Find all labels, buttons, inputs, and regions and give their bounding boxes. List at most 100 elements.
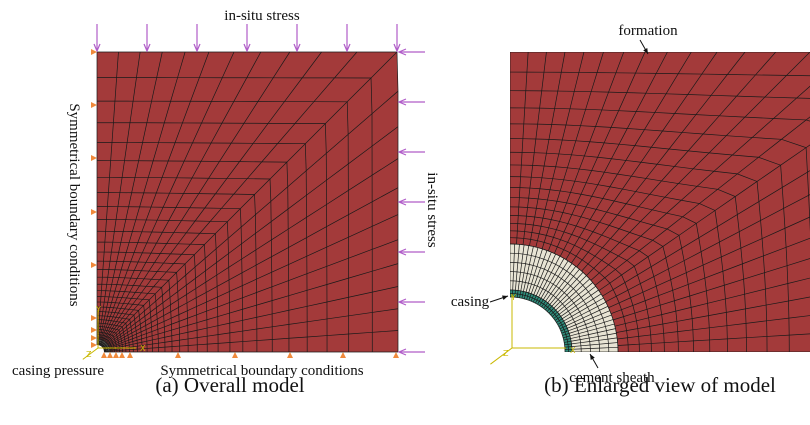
mesh-line [571,337,618,345]
mesh-line [96,206,244,353]
mesh-line [555,278,590,311]
mesh-line [96,219,231,353]
mesh-line [515,244,520,291]
mesh-line [571,346,618,350]
mesh-line [510,230,640,352]
mesh-line [96,340,109,353]
mesh-line [96,142,308,353]
left-label: Symmetrical boundary conditions [66,103,82,306]
mesh-line [510,243,619,352]
mesh-line [510,206,679,352]
leader-head [590,354,595,360]
mesh-line [98,339,101,346]
mesh-line [100,340,104,347]
arrow-head [343,43,351,53]
axis-label: Y [510,293,516,302]
mesh-line [564,301,606,324]
mesh-line [523,246,534,292]
mesh-line [510,215,665,352]
bc-marker [91,49,97,55]
mesh-line [103,348,110,351]
mesh-line [558,285,596,315]
bottom-label: Symmetrical boundary conditions [160,363,363,379]
mesh-line [528,248,543,293]
mesh-line [99,340,103,346]
panel-a-mesh [96,51,399,353]
mesh-line [510,90,810,99]
mesh-line [553,275,587,309]
mesh-line [543,260,569,300]
axis-label: Y [95,305,101,314]
bc-marker [113,352,119,358]
mesh-line [100,341,106,347]
mesh-line [510,71,810,77]
arrow-head [397,248,407,256]
bc-marker [175,352,181,358]
mesh-line [510,293,569,352]
mesh-line [96,315,134,353]
caption: (b) Enlarged view of model [544,373,776,397]
bc-marker [287,352,293,358]
mesh-line [96,122,328,353]
mesh-line [566,306,609,327]
mesh-line [533,252,552,295]
mesh-line [99,339,102,346]
axis-label: Z [86,350,92,359]
mesh-line [571,342,618,347]
arrow-head [193,43,201,53]
mesh-line [545,263,573,302]
mesh-line [101,341,106,347]
arrow-head [397,48,407,56]
casing-pressure-label: casing pressure [12,363,104,379]
arrow-head [93,43,101,53]
bc-marker [91,342,97,348]
mesh-line [563,297,604,322]
bc-marker [101,352,107,358]
mesh-line [103,349,110,352]
mesh-line [510,289,573,352]
mesh-line [570,328,616,339]
mesh-line [96,334,115,353]
bc-marker [91,315,97,321]
mesh-line [96,338,111,353]
mesh-line [98,339,101,346]
bc-marker [107,352,113,358]
arrow-head [393,43,401,53]
bc-marker [91,262,97,268]
mesh-line [103,348,110,351]
bc-marker [393,352,399,358]
panel-b-mesh [510,52,810,352]
mesh-line [557,282,593,313]
arrow-head [143,43,151,53]
arrow-head [397,348,407,356]
axis-label: X [140,344,146,353]
mesh-line [96,326,123,353]
mesh-line [525,247,539,293]
mesh-line [547,266,577,304]
mesh-line [569,319,614,334]
arrow-head [243,43,251,53]
arrow-head [397,298,407,306]
mesh-line [567,310,610,329]
mesh-line [96,77,373,353]
mesh-line [96,319,130,353]
bc-marker [127,352,133,358]
axis-line [490,347,513,365]
axis-label: X [570,346,576,355]
bc-marker [91,155,97,161]
bc-marker [91,327,97,333]
mesh-line [101,342,107,348]
bc-marker [91,209,97,215]
mesh-line [551,272,584,307]
mesh-line [96,251,198,353]
mesh-line [102,343,108,349]
leader-head [643,48,648,54]
mesh-line [510,164,747,352]
mesh-line [512,244,516,291]
mesh-line [96,329,121,353]
arrow-head [293,43,301,53]
mesh-line [100,340,105,347]
mesh-line [96,230,219,353]
annotations [82,24,649,369]
